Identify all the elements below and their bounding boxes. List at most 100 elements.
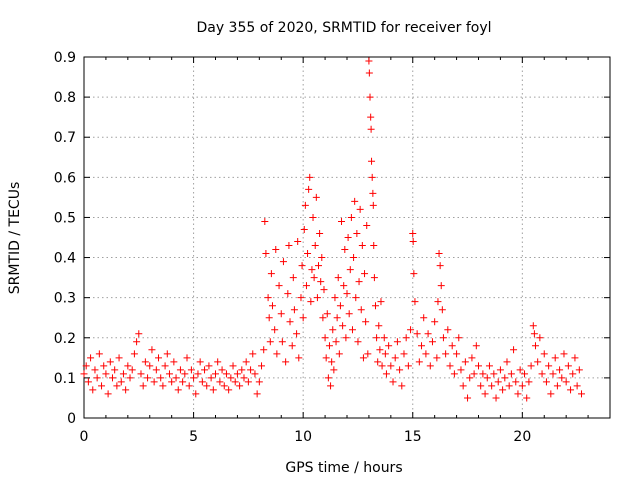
data-point [494, 378, 502, 386]
data-point [356, 205, 364, 213]
data-point [374, 358, 382, 366]
data-point [225, 386, 233, 394]
data-point [547, 390, 555, 398]
data-point [183, 354, 191, 362]
data-point [567, 386, 575, 394]
data-point [439, 334, 447, 342]
data-point [261, 217, 269, 225]
data-point [479, 370, 487, 378]
data-point [242, 358, 250, 366]
data-point [119, 370, 127, 378]
y-tick-label: 0.1 [54, 371, 76, 387]
data-point [389, 378, 397, 386]
data-point [492, 394, 500, 402]
data-point [448, 342, 456, 350]
data-point [249, 350, 257, 358]
data-point [229, 362, 237, 370]
data-point [220, 382, 228, 390]
data-point [420, 314, 428, 322]
data-point [187, 366, 195, 374]
data-point [413, 330, 421, 338]
data-point [231, 378, 239, 386]
data-point [117, 378, 125, 386]
data-point [80, 370, 88, 378]
data-point [534, 358, 542, 366]
data-point [265, 314, 273, 322]
data-point [551, 354, 559, 362]
axis-ticks: 0 0.1 0.2 0.3 0.4 0.5 0.6 0.7 0.8 0.9 0 5 10 15 20 [54, 50, 611, 445]
data-point [141, 358, 149, 366]
data-point [481, 390, 489, 398]
data-point [569, 370, 577, 378]
grid-lines [84, 57, 610, 418]
data-point [378, 362, 386, 370]
data-point [382, 370, 390, 378]
data-point [404, 362, 412, 370]
data-point [436, 262, 444, 270]
data-point [438, 306, 446, 314]
data-point [93, 374, 101, 382]
data-point [159, 382, 167, 390]
data-point [313, 294, 321, 302]
data-point [571, 354, 579, 362]
data-point [490, 370, 498, 378]
data-point [150, 378, 158, 386]
data-point [205, 362, 213, 370]
data-point [100, 362, 108, 370]
data-point [562, 378, 570, 386]
data-point [294, 238, 302, 246]
data-point [464, 394, 472, 402]
data-point [236, 382, 244, 390]
data-point [238, 366, 246, 374]
data-point [531, 342, 539, 350]
data-point [361, 270, 369, 278]
data-point [358, 242, 366, 250]
data-point [411, 298, 419, 306]
x-axis-label: GPS time / hours [285, 460, 402, 476]
data-point [312, 193, 320, 201]
data-point [174, 386, 182, 394]
data-points [80, 57, 586, 402]
data-point [518, 382, 526, 390]
y-tick-label: 0.8 [54, 90, 76, 106]
data-point [144, 374, 152, 382]
data-point [435, 250, 443, 258]
data-point [301, 201, 309, 209]
data-point [545, 362, 553, 370]
data-point [510, 346, 518, 354]
data-point [139, 382, 147, 390]
y-tick-label: 0.7 [54, 130, 76, 146]
data-point [212, 370, 219, 378]
data-point [472, 342, 480, 350]
data-point [315, 262, 323, 270]
data-point [271, 326, 279, 334]
data-point [290, 306, 298, 314]
data-point [536, 334, 544, 342]
data-point [339, 322, 347, 330]
data-point [367, 125, 375, 133]
data-point [319, 314, 327, 322]
data-point [278, 338, 286, 346]
data-point [428, 338, 436, 346]
y-tick-label: 0 [67, 411, 76, 427]
data-point [190, 374, 198, 382]
data-point [527, 362, 535, 370]
data-point [104, 390, 112, 398]
data-point [350, 254, 358, 262]
data-point [126, 374, 134, 382]
data-point [279, 258, 287, 266]
data-point [391, 354, 399, 362]
data-point [529, 322, 537, 330]
data-point [272, 246, 280, 254]
data-point [128, 366, 136, 374]
data-point [179, 378, 187, 386]
data-point [98, 382, 106, 390]
data-point [377, 298, 385, 306]
data-point [297, 294, 305, 302]
data-point [304, 250, 312, 258]
data-point [335, 350, 343, 358]
data-point [344, 234, 352, 241]
data-point [505, 382, 513, 390]
data-point [468, 354, 476, 362]
data-point [387, 362, 395, 370]
